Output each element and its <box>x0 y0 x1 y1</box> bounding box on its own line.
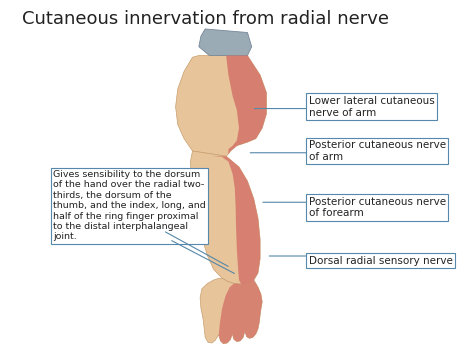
Polygon shape <box>226 55 266 154</box>
Text: Gives sensibility to the dorsum
of the hand over the radial two-
thirds, the dor: Gives sensibility to the dorsum of the h… <box>53 170 206 241</box>
Text: Cutaneous innervation from radial nerve: Cutaneous innervation from radial nerve <box>22 10 389 28</box>
Text: Dorsal radial sensory nerve: Dorsal radial sensory nerve <box>309 256 453 266</box>
Polygon shape <box>200 278 262 344</box>
Polygon shape <box>219 280 262 344</box>
Text: Lower lateral cutaneous
nerve of arm: Lower lateral cutaneous nerve of arm <box>309 96 435 118</box>
Polygon shape <box>191 151 260 284</box>
Polygon shape <box>211 156 260 284</box>
Text: Posterior cutaneous nerve
of arm: Posterior cutaneous nerve of arm <box>309 140 446 162</box>
Polygon shape <box>199 29 252 55</box>
Text: Posterior cutaneous nerve
of forearm: Posterior cutaneous nerve of forearm <box>309 197 446 218</box>
Polygon shape <box>175 55 266 156</box>
